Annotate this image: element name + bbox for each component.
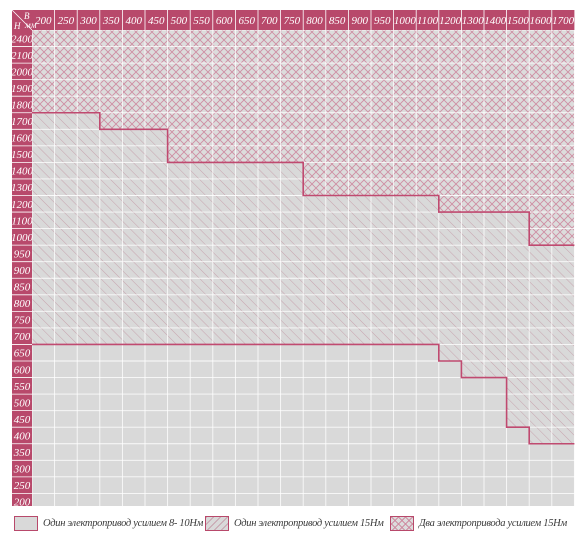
row-label: 400 [14, 430, 31, 442]
column-label: 1600 [530, 15, 553, 27]
legend-label: Два электропривода усилием 15Нм [419, 517, 567, 529]
column-label: 200 [35, 15, 52, 27]
column-label: 1700 [552, 15, 575, 27]
row-label: 250 [14, 480, 31, 492]
column-label: 900 [351, 15, 368, 27]
column-label: 450 [148, 15, 165, 27]
legend-item-double-15: Два электропривода усилием 15Нм [390, 510, 567, 536]
legend-label: Один электропривод усилием 8- 10Нм [43, 517, 203, 529]
column-label: 400 [125, 15, 142, 27]
row-label: 850 [14, 282, 31, 294]
row-label: 1500 [11, 149, 34, 161]
row-label: 500 [14, 397, 31, 409]
row-label: 1700 [11, 116, 34, 128]
row-label: 1400 [11, 166, 34, 178]
column-label: 1000 [394, 15, 417, 27]
legend-swatch-plain [14, 515, 38, 531]
row-label: 1100 [11, 215, 33, 227]
row-label: 2400 [11, 33, 34, 45]
corner-label-b: B [24, 11, 30, 21]
column-label: 1100 [417, 15, 439, 27]
column-label: 1500 [507, 15, 530, 27]
boundary-single-8-10 [32, 343, 575, 445]
boundary-single-15 [32, 111, 575, 246]
row-header: 2400 2100 2000 1900 1800 1700 1600 1500 1400 1300… [11, 30, 34, 506]
row-label: 1000 [11, 232, 34, 244]
row-label: 600 [14, 364, 31, 376]
row-label: 1600 [11, 133, 34, 145]
row-label: 450 [14, 414, 31, 426]
column-label: 750 [284, 15, 301, 27]
row-label: 650 [14, 348, 31, 360]
column-label: 350 [102, 15, 120, 27]
row-label: 750 [14, 315, 31, 327]
column-label: 650 [238, 15, 255, 27]
legend-swatch-diagonal [205, 515, 229, 531]
column-label: 850 [329, 15, 346, 27]
legend-item-single-15: Один электропривод усилием 15Нм [205, 510, 384, 536]
row-label: 1300 [11, 182, 34, 194]
column-label: 500 [171, 15, 188, 27]
row-label: 300 [13, 464, 31, 476]
boundary-layer [32, 111, 575, 445]
legend: Один электропривод усилием 8- 10Нм Один … [0, 510, 584, 536]
row-label: 950 [14, 248, 31, 260]
row-label: 1800 [11, 99, 34, 111]
row-label: 1900 [11, 83, 34, 95]
column-label: 1300 [462, 15, 485, 27]
row-label: 550 [14, 381, 31, 393]
row-label: 800 [14, 298, 31, 310]
column-label: 300 [79, 15, 97, 27]
column-header: 200 250 300 350 400 450 500 550 600 650 700 750 800 8… [32, 10, 575, 30]
column-label: 800 [306, 15, 323, 27]
column-label: 600 [216, 15, 233, 27]
legend-item-single-8-10: Один электропривод усилием 8- 10Нм [14, 510, 203, 536]
row-label: 2100 [11, 50, 34, 62]
column-label: 950 [374, 15, 391, 27]
selection-chart: 200 250 300 350 400 450 500 550 600 650 700 750 800 8… [11, 9, 575, 506]
corner-label-h: H [13, 21, 21, 31]
column-label: 1200 [439, 15, 462, 27]
corner-label-unit: мм [24, 20, 37, 30]
row-label: 350 [13, 447, 31, 459]
row-label: 900 [14, 265, 31, 277]
row-header-bg [12, 30, 32, 506]
column-label: 550 [193, 15, 210, 27]
row-label: 700 [14, 331, 31, 343]
column-label: 700 [261, 15, 278, 27]
legend-swatch-cross [390, 515, 414, 531]
row-label: 200 [14, 497, 31, 506]
corner-cell: B мм H [11, 9, 37, 31]
legend-label: Один электропривод усилием 15Нм [234, 517, 384, 529]
column-label: 1400 [484, 15, 507, 27]
column-label: 250 [58, 15, 75, 27]
row-label: 1200 [11, 199, 34, 211]
row-label: 2000 [11, 66, 34, 78]
